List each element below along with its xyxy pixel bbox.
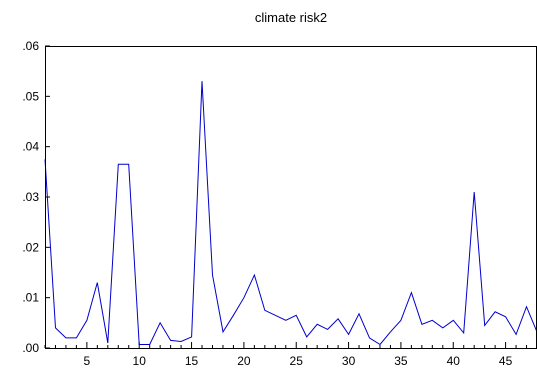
y-tick-label: .03 xyxy=(22,190,39,204)
x-tick-label: 20 xyxy=(237,354,251,368)
y-tick-label: .05 xyxy=(22,89,39,103)
x-tick-label: 25 xyxy=(290,354,304,368)
x-tick-label: 45 xyxy=(499,354,513,368)
x-tick-label: 15 xyxy=(185,354,199,368)
chart-title: climate risk2 xyxy=(255,10,327,25)
x-tick-label: 40 xyxy=(447,354,461,368)
y-tick-label: .06 xyxy=(22,39,39,53)
x-tick-label: 5 xyxy=(84,354,91,368)
y-tick-label: .02 xyxy=(22,240,39,254)
x-tick-label: 30 xyxy=(342,354,356,368)
y-tick-label: .04 xyxy=(22,140,39,154)
series-line xyxy=(44,81,537,346)
y-axis: .00 .01 .02 .03 .04 .05 .06 xyxy=(22,39,50,355)
x-tick-label: 10 xyxy=(133,354,147,368)
x-axis: 5 10 15 20 25 30 35 40 45 xyxy=(44,342,537,368)
x-tick-label: 35 xyxy=(394,354,408,368)
y-tick-label: .01 xyxy=(22,291,39,305)
plot-frame xyxy=(45,46,537,349)
y-tick-label: .00 xyxy=(22,341,39,355)
